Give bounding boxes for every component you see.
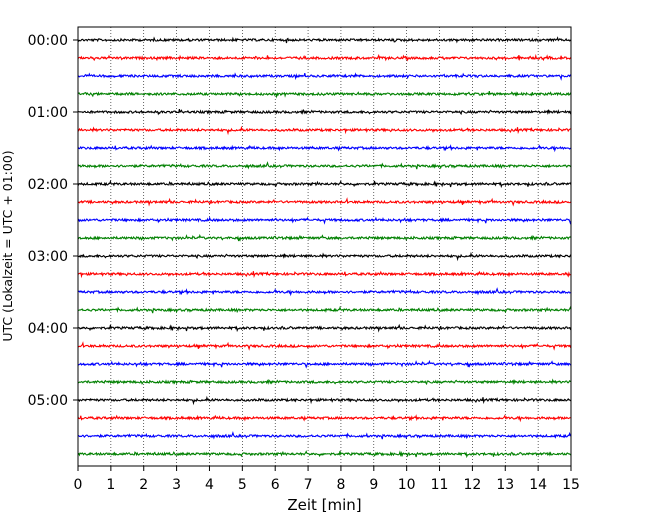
x-axis-label: Zeit [min] (287, 496, 361, 514)
y-axis-label: UTC (Lokalzeit = UTC + 01:00) (0, 150, 15, 341)
trace-0115 (77, 125, 572, 136)
trace-0100 (77, 108, 572, 116)
trace-0400 (77, 323, 572, 333)
x-tick-label: 0 (74, 477, 83, 493)
y-tick-label: 03:00 (28, 249, 68, 265)
trace-layer (77, 36, 572, 459)
x-tick-label: 3 (172, 477, 181, 493)
x-tick-label: 4 (205, 477, 214, 493)
x-tick-label: 1 (106, 477, 115, 493)
trace-0200 (77, 179, 572, 189)
x-tick-label: 12 (463, 477, 481, 493)
trace-0130 (77, 144, 572, 153)
trace-0515 (77, 414, 572, 423)
plot-frame (77, 26, 572, 467)
y-tick-label: 05:00 (28, 393, 68, 409)
trace-0300 (77, 251, 572, 262)
trace-0545 (77, 450, 572, 459)
trace-0030 (77, 72, 572, 81)
x-tick-label: 7 (304, 477, 313, 493)
x-tick-label: 15 (562, 477, 580, 493)
y-tick-label: 01:00 (28, 105, 68, 121)
trace-0500 (77, 395, 572, 406)
trace-0230 (77, 216, 572, 225)
trace-0215 (77, 197, 572, 207)
trace-0045 (77, 90, 572, 99)
trace-0445 (77, 378, 572, 386)
y-tick-label: 04:00 (28, 321, 68, 337)
x-tick-label: 9 (369, 477, 378, 493)
trace-0145 (77, 161, 572, 170)
x-tick-label: 5 (238, 477, 247, 493)
trace-0415 (77, 341, 572, 351)
y-tick-label: 00:00 (28, 33, 68, 49)
x-tick-label: 14 (529, 477, 547, 493)
x-tick-label: 8 (336, 477, 345, 493)
trace-0315 (77, 270, 572, 279)
y-axis-ticks: 00:00 01:00 02:00 03:00 04:00 05:00 (28, 33, 78, 409)
x-axis-ticks: 0 1 2 3 4 5 6 7 8 9 10 11 12 13 14 15 (74, 466, 580, 493)
trace-0530 (77, 431, 572, 440)
vertical-grid (110, 27, 539, 466)
x-tick-label: 10 (398, 477, 416, 493)
x-tick-label: 2 (139, 477, 148, 493)
trace-0330 (77, 287, 572, 297)
trace-0430 (77, 359, 572, 369)
x-tick-label: 11 (431, 477, 449, 493)
y-tick-label: 02:00 (28, 177, 68, 193)
x-tick-label: 6 (271, 477, 280, 493)
trace-0000 (77, 36, 572, 44)
trace-0015 (77, 53, 572, 62)
trace-0345 (77, 305, 572, 314)
x-tick-label: 13 (496, 477, 514, 493)
trace-0245 (77, 233, 572, 242)
